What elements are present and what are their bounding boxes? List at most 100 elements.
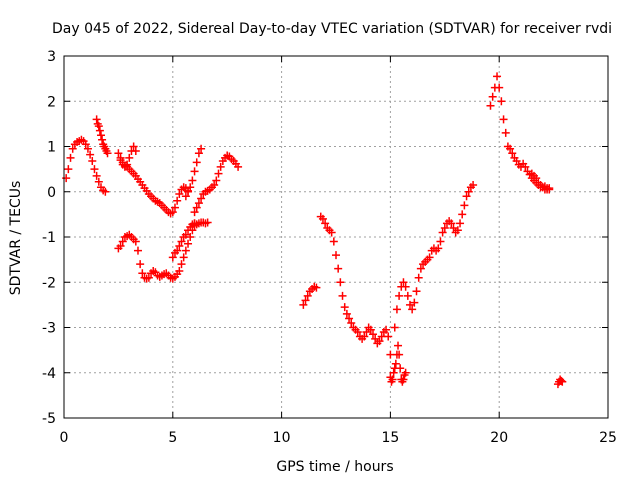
data-point [83, 144, 92, 153]
data-point [440, 223, 449, 232]
data-point [214, 169, 223, 178]
data-point [521, 162, 530, 171]
data-point [299, 300, 308, 309]
data-point [453, 226, 462, 235]
data-point [345, 314, 354, 323]
data-point [396, 364, 405, 373]
data-point [412, 287, 421, 296]
data-point [545, 185, 554, 194]
data-point [464, 187, 473, 196]
data-point [347, 318, 356, 327]
series-arc-16 [553, 375, 567, 389]
data-point [94, 122, 103, 131]
data-point [186, 183, 195, 192]
series-arc-10 [299, 282, 321, 309]
data-point [449, 223, 458, 232]
data-point [501, 128, 510, 137]
data-point [168, 253, 177, 262]
data-point [144, 273, 153, 282]
data-point [123, 160, 132, 169]
data-point [416, 264, 425, 273]
data-point [460, 201, 469, 210]
series-arc-13 [390, 180, 478, 332]
data-point [125, 153, 134, 162]
data-point [129, 142, 138, 151]
data-point [332, 251, 340, 260]
data-point [375, 337, 384, 346]
data-point [462, 192, 471, 201]
data-point [362, 328, 371, 337]
x-axis-label: GPS time / hours [276, 459, 393, 475]
x-tick-label: 10 [273, 430, 291, 446]
x-tick-label: 0 [60, 430, 69, 446]
data-point [131, 237, 140, 246]
data-point [456, 219, 465, 228]
series-arc-2 [92, 115, 112, 158]
data-point [557, 376, 566, 385]
series-arc-5 [181, 144, 206, 201]
data-point [499, 115, 508, 124]
data-point [184, 187, 193, 196]
data-point [90, 165, 99, 174]
grid-lines [64, 56, 608, 418]
y-tick-label: 3 [47, 49, 56, 65]
data-point [168, 208, 177, 217]
data-point [184, 239, 193, 248]
data-point [173, 196, 182, 205]
data-point [303, 291, 312, 300]
y-tick-label: -4 [42, 366, 56, 382]
y-tick-label: 1 [47, 140, 56, 156]
data-point [401, 368, 410, 377]
data-point [181, 246, 190, 255]
axis-ticks: 0 5 10 15 20 25 -5 -4 -3 -2 -1 0 1 2 3 [42, 49, 617, 446]
x-tick-label: 5 [168, 430, 177, 446]
y-tick-label: -5 [42, 411, 56, 427]
data-point [96, 131, 105, 140]
data-point [197, 194, 206, 203]
data-point [197, 144, 206, 153]
plot-frame [63, 55, 609, 419]
data-point [66, 153, 75, 162]
data-point [192, 158, 201, 167]
data-point [394, 341, 403, 350]
series-arc-11 [316, 212, 395, 359]
data-point [190, 167, 199, 176]
data-point [495, 83, 504, 92]
data-point [234, 162, 243, 171]
data-point [133, 246, 142, 255]
chart-title: Day 045 of 2022, Sidereal Day-to-day VTE… [52, 21, 612, 37]
y-axis-label: SDTVAR / TECUs [8, 181, 24, 296]
data-point [64, 165, 73, 174]
data-point [493, 72, 502, 81]
data-point [81, 140, 90, 149]
data-point [131, 147, 140, 156]
data-point [434, 244, 443, 253]
data-point [88, 156, 97, 165]
data-point [395, 291, 404, 300]
data-point [175, 190, 184, 199]
data-point [334, 264, 343, 273]
data-point [399, 278, 408, 287]
data-point [138, 269, 147, 278]
data-point [95, 126, 104, 135]
data-point [399, 375, 408, 384]
data-point [508, 149, 517, 158]
data-point [389, 368, 398, 377]
data-point [384, 332, 393, 341]
data-point [321, 219, 330, 228]
data-point [391, 359, 400, 368]
data-point [136, 260, 145, 269]
data-point [506, 144, 515, 153]
data-point [173, 246, 182, 255]
data-point [103, 149, 112, 158]
data-point [312, 283, 321, 292]
data-point [395, 350, 404, 359]
data-point [181, 192, 190, 201]
data-point [192, 203, 201, 212]
data-point [68, 144, 77, 153]
data-point [408, 305, 417, 314]
data-point [210, 180, 219, 189]
data-point [114, 149, 123, 158]
